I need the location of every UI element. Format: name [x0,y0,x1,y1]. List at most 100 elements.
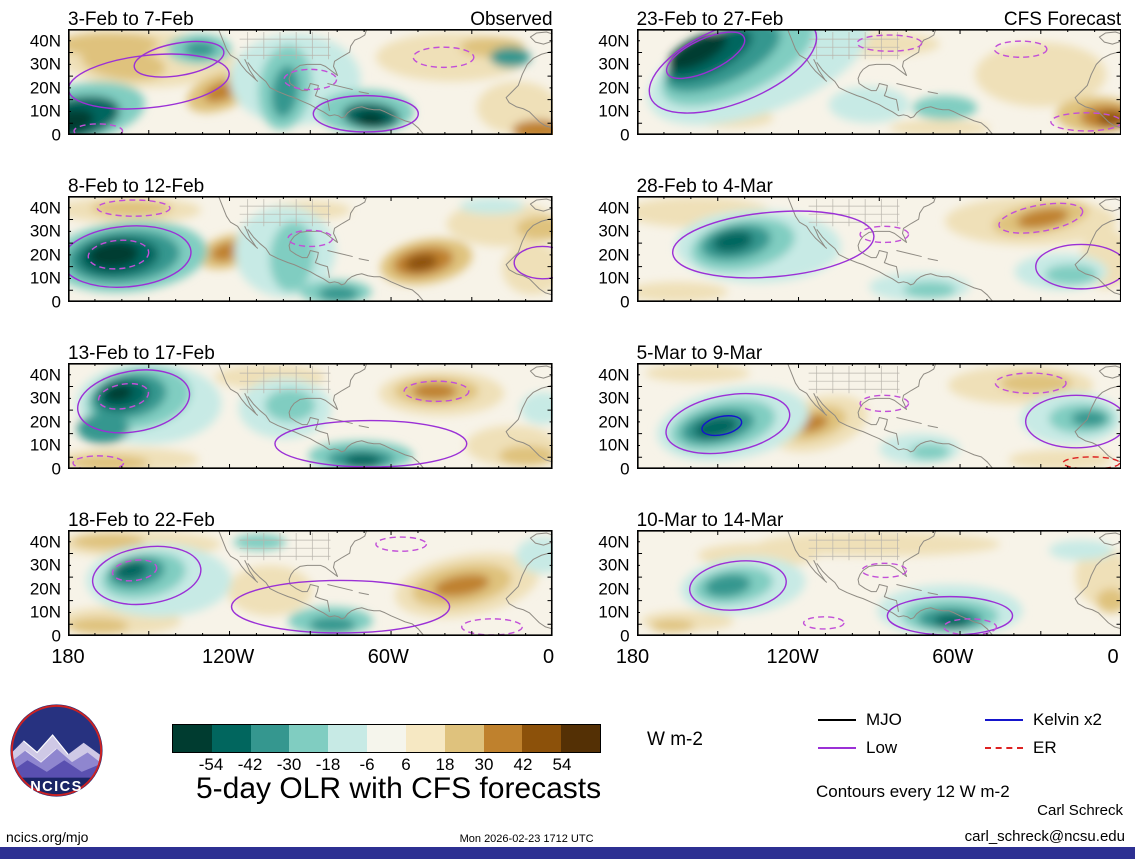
coastline [529,198,553,212]
y-tick-label: 10N [29,268,61,288]
anomaly-fills [647,29,1122,135]
map-panel: 5-Mar to 9-Mar 40N 30N 20N 10N 0 [589,339,1122,477]
colorbar-tick-label: -54 [198,755,224,774]
coastline [529,31,553,45]
x-tick-label: 60W [932,646,974,668]
coastline [1098,198,1122,212]
low-contour [513,245,553,280]
x-tick-label: 120W [766,646,819,668]
coastline [327,250,353,258]
lowd-contour [283,68,338,91]
panel-body: 40N 30N 20N 10N 0 [20,363,553,477]
coastline [812,59,825,80]
y-tick-label: 0 [51,459,61,479]
colorbar-tick-label: -30 [276,755,302,774]
low-contour [133,40,225,78]
y-tick-label: 0 [51,626,61,646]
x-tick-label: 180 [51,646,85,668]
colorbar-segment [328,725,368,752]
coastline [288,196,368,278]
lowd-contour [1049,112,1122,132]
coastline [897,607,993,636]
map-panel: 10-Mar to 14-Mar 40N 30N 20N 10N 0 [589,506,1122,644]
panel-body: 40N 30N 20N 10N 0 [20,196,553,310]
panel-title: 13-Feb to 17-Feb [68,343,215,364]
colorbar-unit: W m-2 [647,729,703,750]
lowd-contour [802,616,845,630]
credit-email[interactable]: carl_schreck@ncsu.edu [964,828,1125,845]
panel-title: 5-Mar to 9-Mar [636,343,763,364]
low-contour [665,31,745,80]
x-axis-row: 180 120W 60W 0 180 120W 60W 0 [0,636,1135,676]
coastline [329,273,424,302]
y-tick-label: 30N [598,54,630,74]
coastline [857,196,936,278]
coastline [815,563,899,618]
colorbar-segment [483,725,523,752]
colorbar-segment [211,725,251,752]
panel-border [636,196,1122,302]
contour-interval-note: Contours every 12 W m-2 [816,782,1010,801]
y-tick-label: 0 [620,292,630,312]
coastline [358,91,369,95]
panel-border [68,363,553,469]
panel-body: 40N 30N 20N 10N 0 [589,530,1122,644]
x-tick-label: 0 [542,646,555,668]
y-tick-label: 10N [29,602,61,622]
coastline [358,592,369,596]
ncics-logo: NCICS [10,704,103,797]
coastline [358,258,369,262]
map-svg [68,196,553,302]
y-tick-label: 40N [29,198,61,218]
y-tick-label: 40N [598,532,630,552]
coastline [217,530,259,583]
logo-text: NCICS [30,779,83,795]
lowd-contour [111,559,158,582]
coastline [288,530,368,612]
y-tick-label: 30N [598,388,630,408]
y-tick-label: 30N [29,54,61,74]
coastline [288,363,368,445]
coastline [812,560,825,581]
colorbar-tick-labels: -54 -42 -30 -18 -6 6 18 30 42 54 [172,755,601,775]
y-tick-label: 20N [598,78,630,98]
contour-legend: MJO Low Kelvin x2 ER [818,706,1135,762]
y-tick-label: 40N [29,365,61,385]
y-tick-label: 10N [29,435,61,455]
state-borders [808,366,900,394]
legend-item: ER [985,738,1135,758]
map-svg [636,196,1122,302]
colorbar-tick-label: 18 [435,755,455,774]
colorbar-tick-label: -42 [237,755,263,774]
low-contour [230,579,451,634]
y-tick-label: 30N [598,221,630,241]
map-svg [68,29,553,135]
anomaly-fills [644,364,1122,469]
x-axis-left: 180 120W 60W 0 [51,646,554,676]
panel-header: 18-Feb to 22-Feb [20,506,553,530]
colorbar-tick-label: -6 [359,755,375,774]
y-tick-label: 10N [598,268,630,288]
low-contour [91,545,202,606]
y-tick-label: 40N [29,532,61,552]
coastline [857,530,936,612]
legend-item: Kelvin x2 [985,710,1135,730]
lowd-contour [855,34,922,52]
coastline [244,226,257,247]
legend-item: Low [818,738,985,758]
coastline [1074,384,1122,463]
map-svg [68,363,553,469]
coastline [927,425,938,429]
panel-title: 8-Feb to 12-Feb [68,176,205,197]
x-tick-label: 120W [202,646,255,668]
footer-site-link[interactable]: ncics.org/mjo [6,829,89,845]
colorbar-segment [405,725,445,752]
coastline [327,584,353,592]
panel-corner-label: CFS Forecast [1003,9,1122,30]
y-tick-label: 10N [598,101,630,121]
coastline [897,106,993,135]
coastline [1098,31,1122,45]
er-contour [1061,456,1120,469]
low-contour [312,94,420,133]
y-tick-label: 30N [29,221,61,241]
